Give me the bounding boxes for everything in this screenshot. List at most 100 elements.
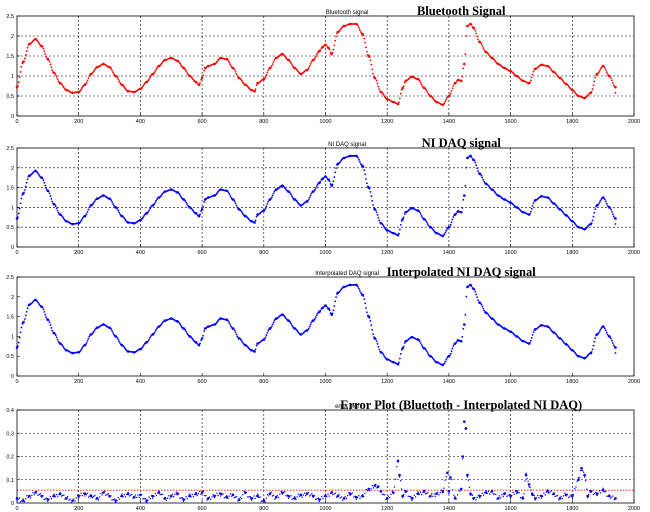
trace-point xyxy=(57,80,60,83)
trace-point xyxy=(226,495,228,497)
trace-point xyxy=(235,204,238,207)
series-trace-3 xyxy=(16,284,617,366)
trace-point xyxy=(354,495,356,497)
trace-point xyxy=(55,207,58,210)
trace-point xyxy=(48,321,51,324)
trace-point xyxy=(579,469,582,472)
trace-point xyxy=(184,329,187,331)
trace-point xyxy=(165,499,168,502)
trace-point xyxy=(24,57,26,60)
trace-point xyxy=(319,180,322,183)
trace-point xyxy=(227,320,230,323)
trace-point xyxy=(182,500,185,503)
trace-point xyxy=(156,492,159,494)
trace-point xyxy=(18,497,21,499)
trace-point xyxy=(460,487,462,490)
trace-point xyxy=(403,81,406,84)
trace-point xyxy=(402,493,405,496)
trace-point xyxy=(425,492,428,494)
trace-point xyxy=(54,496,56,498)
trace-point xyxy=(496,498,498,500)
trace-point xyxy=(398,101,400,104)
trace-point xyxy=(403,489,406,492)
trace-point xyxy=(455,81,457,84)
trace-point xyxy=(366,50,368,53)
chart-title: Interpolated DAQ signal xyxy=(315,271,379,277)
trace-point xyxy=(402,85,405,88)
trace-point xyxy=(427,492,429,494)
trace-point xyxy=(608,494,611,496)
trace-point xyxy=(73,498,75,500)
trace-point xyxy=(263,77,266,80)
trace-point xyxy=(160,194,163,197)
trace-point xyxy=(109,66,112,69)
trace-point xyxy=(463,421,466,423)
trace-point xyxy=(96,497,98,499)
trace-point xyxy=(308,495,311,497)
trace-point xyxy=(343,498,345,500)
x-tick-label: 1200 xyxy=(381,119,393,125)
trace-point xyxy=(594,337,597,340)
trace-point xyxy=(313,58,315,61)
trace-point xyxy=(548,492,550,494)
trace-point xyxy=(529,212,531,215)
trace-point xyxy=(492,493,495,495)
trace-point xyxy=(461,206,464,209)
trace-point xyxy=(314,55,317,58)
trace-point xyxy=(402,216,405,219)
trace-point xyxy=(242,494,244,496)
trace-point xyxy=(351,492,354,494)
trace-point xyxy=(462,458,464,460)
trace-point xyxy=(471,494,474,496)
trace-point xyxy=(57,496,59,498)
trace-point xyxy=(418,340,421,343)
trace-point xyxy=(233,200,236,203)
trace-point xyxy=(362,166,365,168)
trace-point xyxy=(549,67,552,70)
trace-point xyxy=(122,496,124,498)
trace-point xyxy=(176,494,179,496)
chart-title: NI DAQ signal xyxy=(328,142,366,148)
trace-point xyxy=(42,308,45,311)
y-tick-label: 0 xyxy=(11,114,14,120)
trace-point xyxy=(42,179,45,182)
trace-point xyxy=(553,492,555,494)
trace-point xyxy=(111,201,114,204)
trace-point xyxy=(84,214,87,217)
trace-point xyxy=(286,494,288,496)
trace-point xyxy=(401,87,404,89)
trace-point xyxy=(48,192,51,195)
trace-point xyxy=(333,493,335,495)
trace-point xyxy=(609,336,612,338)
trace-point xyxy=(142,498,144,500)
trace-point xyxy=(160,323,163,326)
trace-point xyxy=(372,72,374,75)
trace-point xyxy=(50,327,53,329)
trace-point xyxy=(609,75,612,78)
trace-point xyxy=(382,493,385,496)
trace-point xyxy=(29,497,32,499)
trace-point xyxy=(332,309,335,312)
trace-point xyxy=(270,65,273,67)
trace-point xyxy=(122,85,125,87)
trace-point xyxy=(273,319,276,322)
trace-point xyxy=(307,491,309,494)
trace-point xyxy=(319,498,322,501)
x-tick-label: 1400 xyxy=(443,250,455,256)
trace-point xyxy=(95,498,97,500)
trace-point xyxy=(555,333,558,336)
trace-point xyxy=(592,84,595,87)
trace-point xyxy=(149,336,151,339)
trace-point xyxy=(71,500,74,503)
trace-point xyxy=(290,62,293,65)
trace-point xyxy=(369,59,372,62)
trace-point xyxy=(48,498,50,501)
trace-point xyxy=(65,497,68,499)
trace-point xyxy=(178,192,181,195)
trace-point xyxy=(186,71,189,74)
trace-point xyxy=(364,492,366,495)
trace-point xyxy=(313,495,316,497)
trace-point xyxy=(561,79,564,82)
trace-point xyxy=(198,215,200,218)
trace-point xyxy=(476,167,479,170)
